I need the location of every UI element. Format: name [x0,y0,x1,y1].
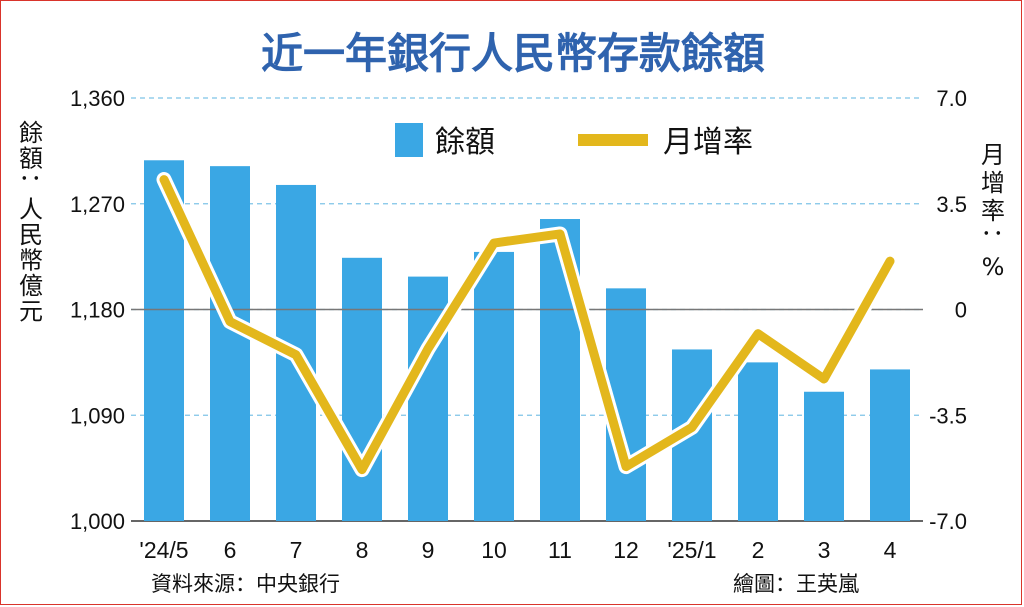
legend: 餘額 月增率 [395,123,753,160]
category-label: 9 [422,537,435,563]
axis-label-glyph: 幣 [19,247,43,275]
left-axis-ticks: 1,000 1,090 1,180 1,270 1,360 [70,86,125,534]
bar [474,251,514,522]
line-series-path [159,175,895,475]
bar [804,391,844,521]
left-tick-label: 1,090 [70,403,125,428]
category-label: 12 [613,537,639,563]
legend-swatch-bar [395,123,423,157]
left-tick-label: 1,000 [70,509,125,534]
axis-label-glyph: ： [17,172,45,196]
axis-label-glyph: % [982,253,1005,281]
right-tick-label: -7.0 [929,509,967,534]
category-label: 11 [548,537,572,563]
category-label: 2 [752,537,765,563]
right-tick-label: -3.5 [929,403,967,428]
x-axis-labels: '24/5 6 7 8 9 10 11 12 '25/1 2 3 4 [139,537,896,563]
legend-swatch-line [578,134,648,146]
axis-label-glyph: 民 [19,221,43,249]
left-tick-label: 1,180 [70,298,125,323]
left-tick-label: 1,360 [70,86,125,111]
right-axis-label: 月增率：% [979,141,1007,281]
axis-label-glyph: 月 [981,141,1005,169]
chart-title: 近一年銀行人民幣存款餘額 [261,29,765,78]
category-label: 10 [481,537,507,563]
left-tick-label: 1,270 [70,192,125,217]
source-note: 資料來源：中央銀行 [151,572,340,596]
category-label: '24/5 [139,537,188,563]
line-series [156,172,898,478]
category-label: 3 [818,537,831,563]
axis-label-glyph: 億 [19,272,43,300]
category-label: 7 [290,537,303,563]
legend-label-line: 月增率 [663,125,753,160]
axis-label-glyph: 增 [981,169,1005,197]
axis-label-glyph: 人 [19,196,43,224]
axis-label-glyph: ： [979,227,1007,251]
category-label: 6 [224,537,237,563]
axis-label-glyph: 率 [981,197,1005,225]
axis-label-glyph: 額 [19,145,43,173]
category-label: '25/1 [667,537,716,563]
bar [210,166,250,521]
right-tick-label: 7.0 [936,86,967,111]
bar [870,369,910,521]
bar [738,362,778,521]
line-series-halo [156,172,898,478]
right-axis-ticks: -7.0 -3.5 0 3.5 7.0 [929,86,967,534]
axis-label-glyph: 餘 [19,119,43,147]
category-label: 8 [356,537,369,563]
credit-note: 繪圖：王英嵐 [733,572,859,596]
right-tick-label: 0 [955,298,967,323]
axis-label-glyph: 元 [19,298,43,326]
right-tick-label: 3.5 [936,192,967,217]
category-label: 4 [884,537,897,563]
legend-label-bar: 餘額 [435,125,495,160]
bar [342,257,382,521]
